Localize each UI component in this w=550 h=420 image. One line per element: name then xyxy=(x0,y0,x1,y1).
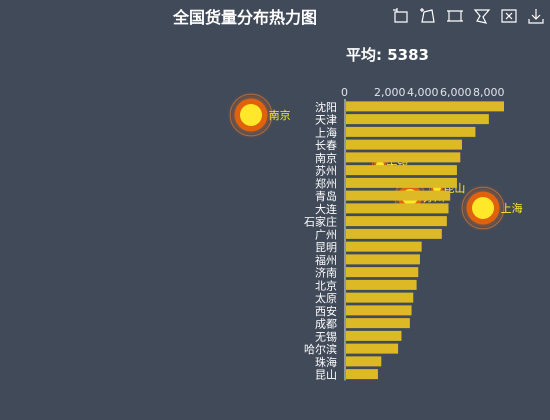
y-axis-labels: 沈阳天津上海长春南京苏州郑州青岛大连石家庄广州昆明福州济南北京太原西安成都无锡哈… xyxy=(304,100,337,382)
average-label: 平均: 5383 xyxy=(346,46,429,64)
bar[interactable] xyxy=(346,165,457,176)
bar[interactable] xyxy=(346,343,399,354)
category-label: 福州 xyxy=(315,253,337,267)
category-label: 昆山 xyxy=(315,369,337,382)
category-label: 青岛 xyxy=(315,189,337,203)
bar[interactable] xyxy=(346,190,451,201)
bar[interactable] xyxy=(346,330,402,341)
map-marker-label: 上海 xyxy=(501,201,523,215)
category-label: 北京 xyxy=(315,278,337,292)
category-label: 上海 xyxy=(315,125,337,139)
category-label: 苏州 xyxy=(315,165,337,178)
bar[interactable] xyxy=(346,305,412,316)
x-tick-label: 0 xyxy=(341,86,348,99)
category-label: 西安 xyxy=(315,304,337,318)
bar[interactable] xyxy=(346,139,462,150)
category-label: 太原 xyxy=(315,292,337,305)
x-tick-label: 6,000 xyxy=(440,86,472,99)
x-tick-label: 2,000 xyxy=(374,86,406,99)
category-label: 珠海 xyxy=(315,355,337,369)
bar-series xyxy=(346,101,504,380)
category-label: 济南 xyxy=(315,266,337,280)
lasso-select-icon[interactable] xyxy=(473,7,491,25)
category-label: 大连 xyxy=(315,202,337,216)
chart-title: 全国货量分布热力图 xyxy=(172,8,317,27)
toolbox xyxy=(392,7,545,25)
category-label: 广州 xyxy=(315,228,337,241)
save-image-icon[interactable] xyxy=(527,7,545,25)
x-tick-label: 8,000 xyxy=(473,86,505,99)
category-label: 无锡 xyxy=(315,329,337,343)
category-label: 石家庄 xyxy=(304,215,337,229)
map-marker[interactable]: 上海 xyxy=(458,183,523,233)
bar[interactable] xyxy=(346,318,410,329)
polygon-select-icon[interactable] xyxy=(419,7,437,25)
bar[interactable] xyxy=(346,356,382,367)
bar[interactable] xyxy=(346,241,422,252)
bar[interactable] xyxy=(346,292,414,303)
x-axis: 0 2,000 4,000 6,000 8,000 xyxy=(341,86,505,381)
bar[interactable] xyxy=(346,267,419,278)
category-label: 昆明 xyxy=(315,241,337,254)
bar[interactable] xyxy=(346,126,476,137)
bar[interactable] xyxy=(346,101,504,112)
map-marker[interactable]: 南京 xyxy=(226,90,291,140)
map-marker-label: 南京 xyxy=(269,108,291,122)
category-label: 天津 xyxy=(315,114,337,127)
x-tick-label: 4,000 xyxy=(407,86,439,99)
bar[interactable] xyxy=(346,203,449,214)
rect-select-icon[interactable] xyxy=(392,7,410,25)
category-label: 哈尔滨 xyxy=(304,342,337,356)
category-label: 成都 xyxy=(315,318,337,331)
bar[interactable] xyxy=(346,369,378,380)
category-label: 南京 xyxy=(315,151,337,165)
bar[interactable] xyxy=(346,177,457,188)
category-label: 沈阳 xyxy=(315,100,337,114)
clear-selection-icon[interactable] xyxy=(500,7,518,25)
bar[interactable] xyxy=(346,152,461,163)
bar[interactable] xyxy=(346,228,442,239)
keep-selection-icon[interactable] xyxy=(446,7,464,25)
bar[interactable] xyxy=(346,216,447,227)
category-label: 长春 xyxy=(315,139,337,152)
bar[interactable] xyxy=(346,114,489,125)
category-label: 郑州 xyxy=(315,176,337,190)
bar[interactable] xyxy=(346,254,420,265)
bar[interactable] xyxy=(346,279,417,290)
